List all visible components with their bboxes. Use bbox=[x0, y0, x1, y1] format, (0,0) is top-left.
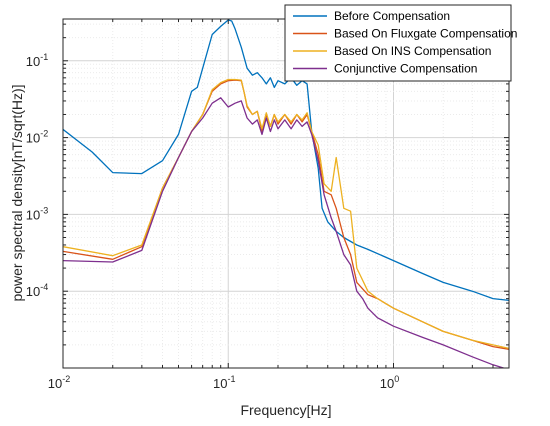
legend-label: Based On Fluxgate Compensation bbox=[334, 27, 517, 41]
y-axis-label: power spectral density[nT/sqrt(Hz)] bbox=[9, 84, 25, 301]
x-tick-label: 10-1 bbox=[213, 374, 235, 391]
y-tick-label: 10-3 bbox=[26, 205, 48, 222]
x-axis-label: Frequency[Hz] bbox=[240, 402, 331, 418]
y-tick-label: 10-2 bbox=[26, 129, 48, 146]
y-tick-label: 10-1 bbox=[26, 52, 48, 69]
legend: Before Compensation Based On Fluxgate Com… bbox=[284, 4, 517, 82]
y-tick-label: 10-4 bbox=[26, 282, 48, 299]
series-line-1 bbox=[63, 19, 509, 302]
series-line-4 bbox=[63, 97, 506, 368]
series-lines bbox=[63, 19, 509, 368]
axis-ticks: 10-2 10-1 100 10-4 10-3 10-2 10-1 bbox=[26, 19, 510, 391]
legend-label: Before Compensation bbox=[334, 9, 450, 23]
legend-label: Based On INS Compensation bbox=[334, 44, 491, 58]
legend-label: Conjunctive Compensation bbox=[334, 62, 477, 76]
x-tick-label: 10-2 bbox=[48, 374, 70, 391]
x-tick-label: 100 bbox=[380, 374, 399, 391]
series-line-3 bbox=[63, 78, 509, 350]
